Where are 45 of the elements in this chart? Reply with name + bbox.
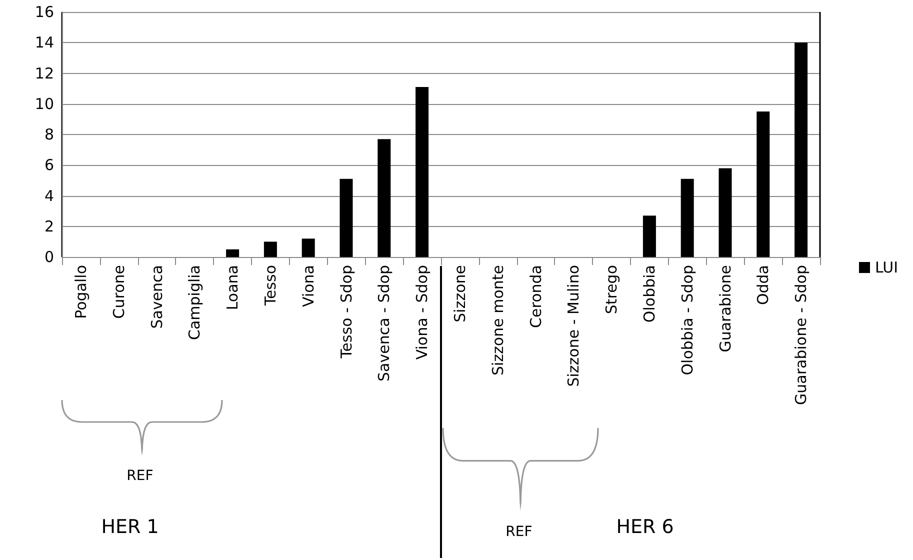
y-tick-label: 16 xyxy=(34,3,54,21)
bar xyxy=(642,216,656,257)
legend-label: LUI xyxy=(874,258,898,276)
y-tick-label: 4 xyxy=(44,186,54,205)
x-tick-label: Sizzone - Mulino xyxy=(564,265,583,387)
x-tick-label: Guarabione - Sdop xyxy=(792,265,810,405)
bar xyxy=(794,42,808,257)
x-tick-label: Tesso - Sdop xyxy=(337,265,356,360)
x-tick-label: Curone xyxy=(110,265,128,319)
x-tick-label: Sizzone xyxy=(450,265,469,322)
x-tick-label: Pogallo xyxy=(72,265,90,319)
x-tick-label: Tesso xyxy=(261,265,280,307)
x-tick-label: Guarabione xyxy=(716,265,734,352)
bar xyxy=(756,112,770,257)
x-tick-label: Sizzone monte xyxy=(488,265,507,376)
y-tick-label: 8 xyxy=(44,126,54,144)
x-tick-label: Olobbia - Sdop xyxy=(678,265,696,376)
x-tick-label: Ceronda xyxy=(526,265,545,328)
x-tick-label: Strego xyxy=(602,265,621,314)
y-tick-label: 2 xyxy=(44,217,54,236)
text: HER 6 xyxy=(616,516,674,538)
x-tick-label: Odda xyxy=(754,265,772,306)
y-tick-label: 6 xyxy=(44,156,54,174)
y-tick-label: 10 xyxy=(34,94,54,113)
bar xyxy=(378,139,391,257)
bar xyxy=(680,178,694,257)
text: REF xyxy=(506,524,532,540)
text: HER 1 xyxy=(101,516,159,538)
bar xyxy=(718,168,732,257)
y-tick-label: 0 xyxy=(44,248,54,266)
bar xyxy=(264,242,277,257)
x-tick-label: Olobbia xyxy=(640,265,658,323)
x-tick-label: Savenca xyxy=(148,265,166,329)
y-tick-label: 14 xyxy=(34,34,54,52)
bar xyxy=(226,249,240,257)
y-tick-label: 12 xyxy=(34,64,54,82)
x-tick-label: Viona xyxy=(299,265,318,307)
x-tick-label: Loana xyxy=(224,265,242,310)
x-tick-label: Campiglia xyxy=(186,265,204,340)
x-tick-label: Savenca - Sdop xyxy=(375,265,394,382)
bar xyxy=(302,238,315,257)
bar xyxy=(340,178,353,257)
x-tick-label: Viona - Sdop xyxy=(413,265,432,360)
text: REF xyxy=(126,468,154,484)
bar xyxy=(416,87,429,257)
